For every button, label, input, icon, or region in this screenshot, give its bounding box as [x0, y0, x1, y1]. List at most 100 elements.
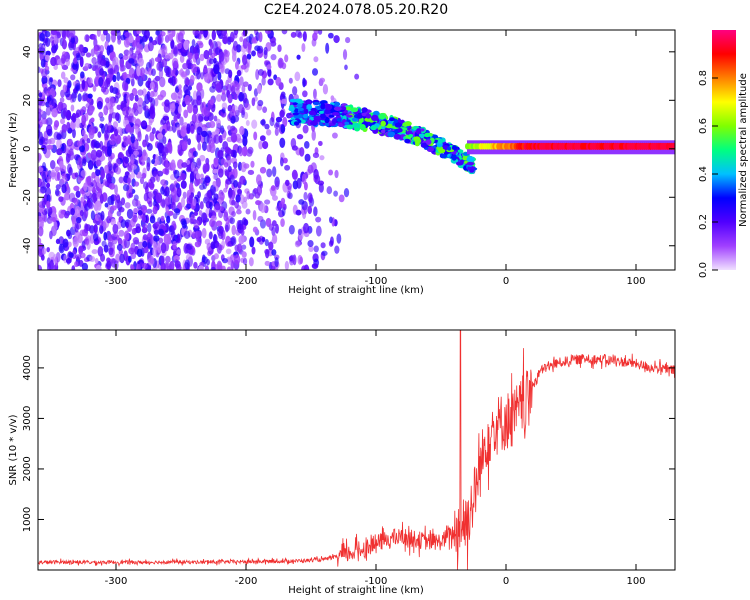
heatmap-cell — [295, 30, 302, 38]
spectrogram-xtick-label: -100 — [365, 276, 388, 287]
heatmap-cell — [75, 83, 81, 91]
heatmap-cell — [270, 185, 276, 191]
heatmap-cell — [166, 125, 174, 132]
heatmap-cell — [199, 53, 205, 62]
heatmap-cell — [73, 185, 80, 192]
snr-axis-ticks: -300 -200 -100 0 100 1000 2000 3000 4000 — [22, 330, 675, 587]
heatmap-cell — [271, 226, 276, 237]
heatmap-cell — [237, 138, 243, 144]
heatmap-cell — [45, 90, 52, 97]
heatmap-cell — [164, 167, 170, 176]
heatmap-cell — [125, 93, 131, 104]
heatmap-cell — [160, 179, 167, 186]
heatmap-cell — [135, 226, 142, 234]
heatmap-cell — [108, 120, 112, 131]
heatmap-cell — [81, 114, 87, 126]
heatmap-cell — [84, 62, 90, 69]
heatmap-cell — [267, 154, 273, 162]
heatmap-cell — [221, 92, 227, 102]
heatmap-cell — [159, 119, 164, 126]
heatmap-cell — [59, 97, 65, 103]
heatmap-cell — [257, 215, 264, 223]
heatmap-cell — [233, 254, 241, 265]
heatmap-cell — [240, 229, 245, 236]
heatmap-cell — [87, 77, 93, 86]
heatmap-cell — [313, 30, 319, 35]
heatmap-cell — [223, 187, 228, 193]
heatmap-cell — [160, 215, 165, 222]
heatmap-cell — [229, 174, 235, 185]
heatmap-cell — [312, 101, 321, 106]
heatmap-cell — [196, 132, 202, 144]
heatmap-cell — [311, 38, 317, 47]
heatmap-cell — [254, 191, 261, 199]
heatmap-cell — [130, 78, 135, 87]
heatmap-cell — [343, 188, 350, 198]
heatmap-cell — [185, 203, 192, 210]
heatmap-cell — [254, 45, 261, 52]
heatmap-cell — [93, 232, 99, 242]
heatmap-cell — [226, 155, 232, 167]
heatmap-cell — [273, 123, 280, 129]
heatmap-cell — [346, 114, 353, 118]
heatmap-cell — [308, 245, 314, 253]
heatmap-cell — [221, 102, 228, 110]
heatmap-cell — [279, 157, 284, 167]
snr-xtick-label: -100 — [365, 576, 388, 587]
heatmap-cell — [148, 36, 153, 43]
heatmap-cell — [117, 237, 123, 246]
colorbar-tick-label: 0.0 — [698, 262, 709, 278]
heatmap-cell — [53, 34, 58, 45]
heatmap-cell — [206, 190, 212, 200]
heatmap-cell — [365, 113, 372, 119]
heatmap-cell — [469, 168, 475, 173]
heatmap-cell — [319, 155, 325, 161]
snr-xtick-label: -300 — [105, 576, 128, 587]
heatmap-cell — [247, 43, 252, 55]
heatmap-cell — [229, 31, 235, 43]
heatmap-cell — [161, 156, 166, 166]
heatmap-cell — [40, 186, 47, 194]
heatmap-cell — [100, 169, 106, 180]
heatmap-cell — [202, 163, 208, 174]
heatmap-cell — [312, 152, 320, 159]
heatmap-cell — [292, 86, 298, 96]
heatmap-cell — [204, 73, 210, 83]
heatmap-cell — [128, 35, 134, 44]
heatmap-cell — [256, 84, 262, 94]
heatmap-cell — [176, 129, 181, 136]
heatmap-cell — [91, 192, 98, 204]
heatmap-cell — [265, 217, 272, 227]
heatmap-cell — [190, 125, 195, 134]
heatmap-cell — [106, 260, 112, 270]
heatmap-cell — [60, 71, 66, 80]
heatmap-cell — [233, 30, 239, 36]
heatmap-cell — [194, 230, 201, 240]
heatmap-cell — [46, 194, 51, 203]
heatmap-cell — [177, 234, 183, 241]
heatmap-cell — [77, 93, 82, 102]
figure-title: C2E4.2024.078.05.20.R20 — [264, 2, 448, 18]
heatmap-cell — [267, 68, 272, 77]
heatmap-cell — [225, 224, 229, 233]
heatmap-cell — [105, 97, 110, 104]
heatmap-cell — [328, 169, 334, 176]
heatmap-cell — [196, 90, 202, 101]
heatmap-cell — [169, 102, 176, 113]
heatmap-cell — [257, 68, 265, 76]
heatmap-cell — [70, 208, 75, 216]
heatmap-cell — [83, 223, 89, 234]
heatmap-cell — [146, 143, 153, 151]
heatmap-cell — [212, 168, 219, 174]
heatmap-cell — [38, 264, 43, 270]
heatmap-cell — [280, 197, 286, 205]
heatmap-cell — [162, 146, 169, 156]
heatmap-cell — [62, 84, 67, 93]
heatmap-cell — [88, 125, 95, 136]
heatmap-cell — [182, 191, 187, 199]
heatmap-cell — [270, 53, 277, 61]
heatmap-cell — [671, 142, 675, 150]
heatmap-cell — [173, 46, 179, 57]
heatmap-cell — [47, 263, 51, 270]
heatmap-cell — [186, 243, 193, 250]
